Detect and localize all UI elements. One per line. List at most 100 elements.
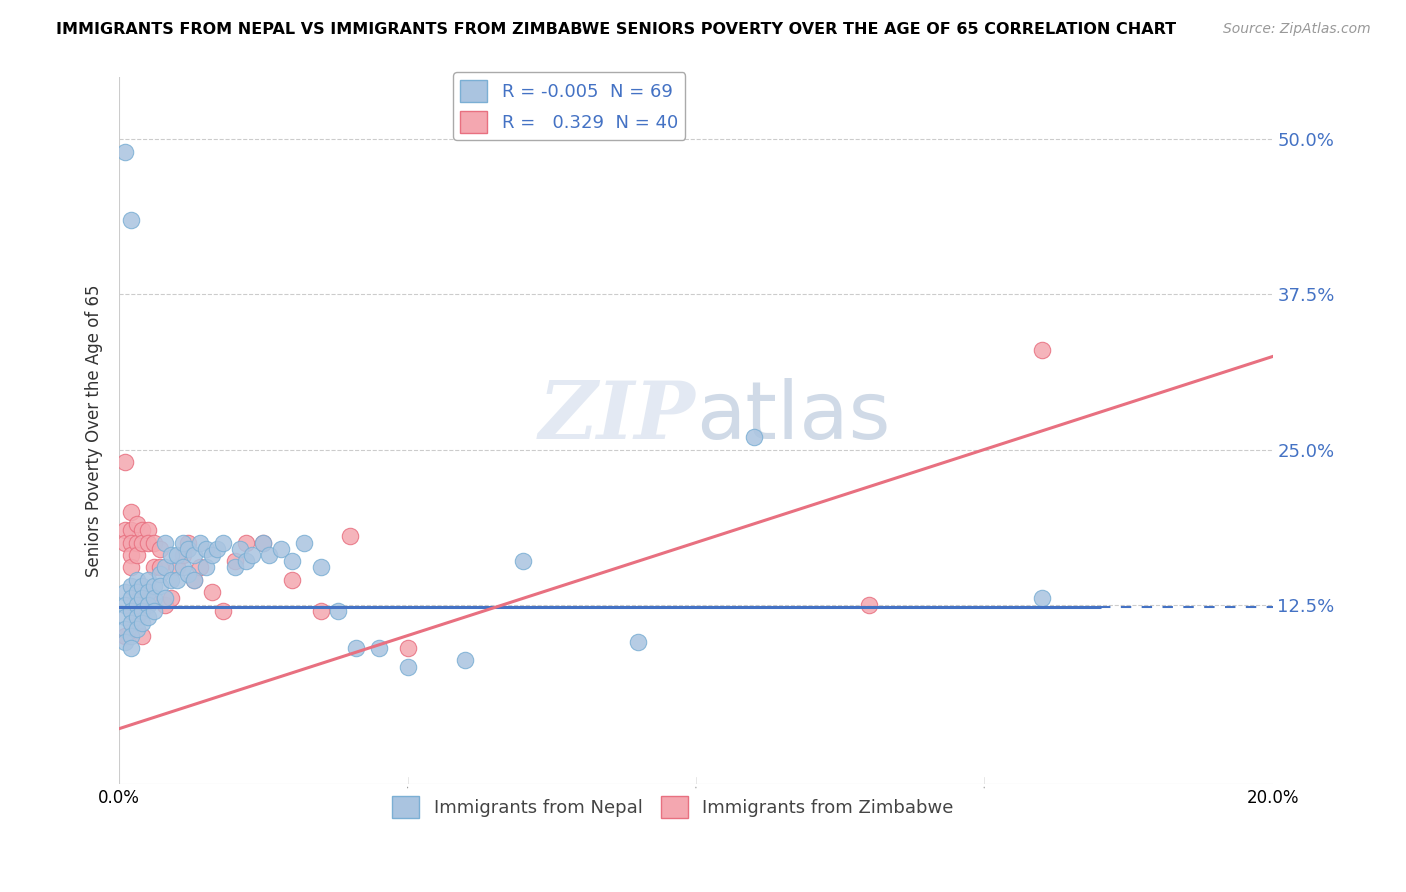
Point [166,548,188,562]
Point [120,560,142,574]
Point [240,548,263,562]
Point [149,566,172,581]
Point [512,554,534,568]
Point [224,560,246,574]
Point [160,591,183,606]
Point [309,560,332,574]
Point [120,213,142,227]
Point [136,591,159,606]
Point [172,535,194,549]
Point [125,585,148,599]
Text: ZIP: ZIP [538,378,696,456]
Point [125,516,148,531]
Point [120,591,142,606]
Point [177,541,200,556]
Point [344,640,367,655]
Point [160,548,183,562]
Point [114,585,136,599]
Point [454,653,477,667]
Y-axis label: Seniors Poverty Over the Age of 65: Seniors Poverty Over the Age of 65 [86,285,103,577]
Point [131,523,153,537]
Point [194,541,217,556]
Point [142,604,165,618]
Point [120,616,142,631]
Point [292,535,315,549]
Point [224,554,246,568]
Point [183,548,205,562]
Point [270,541,292,556]
Point [114,629,136,643]
Point [136,598,159,612]
Point [200,548,222,562]
Point [136,585,159,599]
Point [155,535,177,549]
Point [194,560,217,574]
Point [229,541,252,556]
Point [114,623,136,637]
Point [188,560,211,574]
Point [257,548,280,562]
Point [212,604,235,618]
Point [742,430,765,444]
Point [367,640,389,655]
Point [136,535,159,549]
Point [172,548,194,562]
Point [136,523,159,537]
Point [131,604,153,618]
Point [281,554,304,568]
Point [183,573,205,587]
Point [114,455,136,469]
Point [328,604,350,618]
Point [235,535,257,549]
Point [166,573,188,587]
Point [309,604,332,618]
Point [125,548,148,562]
Point [131,616,153,631]
Point [131,535,153,549]
Point [252,535,274,549]
Point [149,541,172,556]
Point [142,579,165,593]
Point [114,523,136,537]
Point [142,535,165,549]
Point [114,535,136,549]
Point [120,504,142,518]
Point [125,598,148,612]
Point [136,610,159,624]
Point [125,573,148,587]
Point [149,579,172,593]
Point [177,566,200,581]
Point [858,598,880,612]
Point [120,604,142,618]
Point [177,535,200,549]
Point [125,610,148,624]
Point [125,535,148,549]
Point [1031,343,1053,358]
Point [131,579,153,593]
Point [281,573,304,587]
Point [114,598,136,612]
Point [155,560,177,574]
Point [207,541,229,556]
Point [149,560,172,574]
Point [120,629,142,643]
Point [166,560,188,574]
Text: atlas: atlas [696,378,890,456]
Point [339,529,361,543]
Point [155,598,177,612]
Point [136,573,159,587]
Point [142,560,165,574]
Point [131,591,153,606]
Point [114,145,136,159]
Point [114,610,136,624]
Point [396,640,419,655]
Point [142,591,165,606]
Point [1031,591,1053,606]
Point [172,560,194,574]
Point [131,629,153,643]
Point [120,579,142,593]
Legend: Immigrants from Nepal, Immigrants from Zimbabwe: Immigrants from Nepal, Immigrants from Z… [385,789,960,825]
Point [212,535,235,549]
Point [183,573,205,587]
Point [252,535,274,549]
